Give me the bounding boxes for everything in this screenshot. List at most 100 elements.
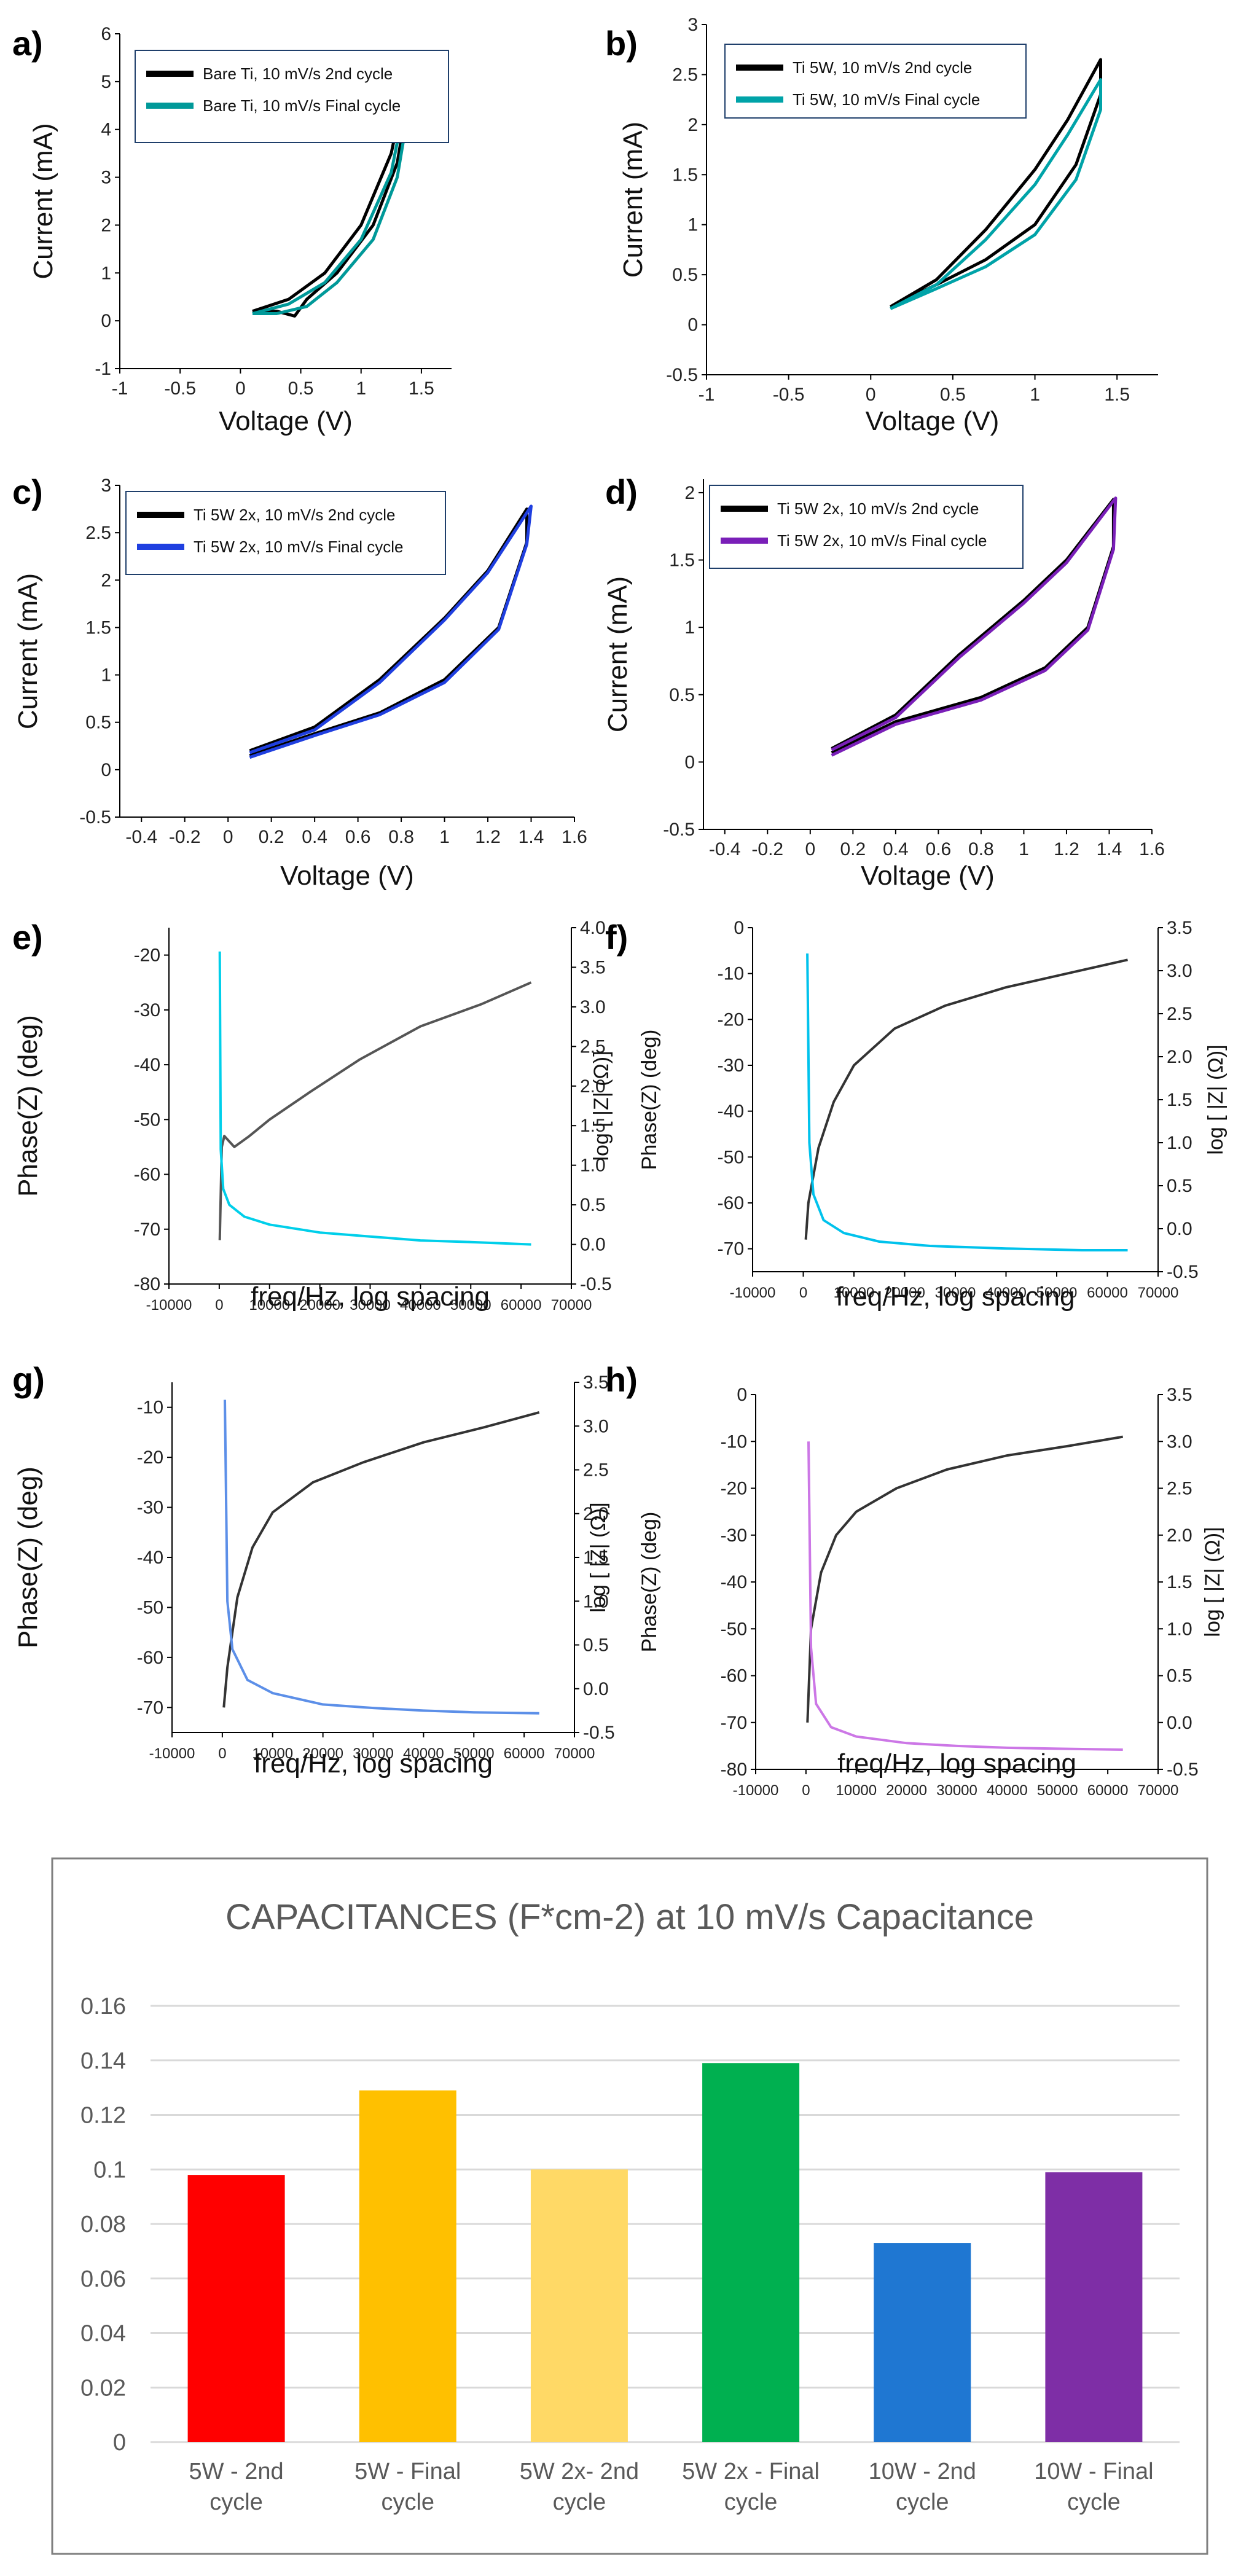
y-tick-label: -1 <box>95 359 111 379</box>
y-tick-label: 0.16 <box>80 1994 126 2019</box>
y-tick-label: -70 <box>718 1239 744 1259</box>
y-tick-label: -0.5 <box>666 365 698 385</box>
y2-tick-label: 3.0 <box>1167 1431 1192 1452</box>
x-tick-label: 70000 <box>1138 1285 1179 1301</box>
x-category-label: 10W - Final <box>1034 2459 1153 2484</box>
chart-5: f) -70 -60 -50 -40 -30 -20 -10 0 -10000 0 10000 2000… <box>605 918 1227 1312</box>
y-tick-label: -0.5 <box>663 820 695 840</box>
y-tick-label: -40 <box>718 1102 744 1122</box>
y-tick-label: 0.02 <box>80 2375 126 2401</box>
x-category-label: 5W 2x - Final <box>682 2459 820 2484</box>
capacitance-bar-chart: CAPACITANCES (F*cm-2) at 10 mV/s Capacit… <box>51 1857 1208 2555</box>
x-tick-label: 40000 <box>985 1285 1027 1301</box>
y-tick-label: 0.5 <box>669 685 695 705</box>
y-tick-label: -10 <box>718 964 744 984</box>
x-tick-label: 1.4 <box>519 827 544 847</box>
x-axis-title: Voltage (V) <box>219 406 353 436</box>
x-tick-label: 1.6 <box>562 827 587 847</box>
y2-tick-label: 0.0 <box>580 1235 606 1255</box>
x-tick-label: 60000 <box>501 1297 542 1313</box>
bar <box>359 2090 456 2442</box>
y2-tick-label: 1.0 <box>1167 1619 1192 1639</box>
bar <box>187 2175 285 2442</box>
y2-tick-label: 3.0 <box>580 997 606 1017</box>
series-line-1 <box>224 1400 539 1715</box>
panel-label: f) <box>605 918 628 957</box>
y-tick-label: 0.5 <box>85 713 111 733</box>
x-tick-label: 40000 <box>987 1782 1028 1799</box>
x-category-label: 5W 2x- 2nd <box>520 2459 639 2484</box>
chart-7: h) -80 -70 -60 -50 -40 -30 -20 -10 0 -10000 0 10000 2… <box>605 1360 1224 1799</box>
x-tick-label: 30000 <box>935 1285 976 1301</box>
y2-tick-label: 2.0 <box>580 1076 606 1097</box>
x-tick-label: 50000 <box>450 1297 491 1313</box>
y-tick-label: 2.5 <box>85 523 111 543</box>
y-tick-label: 1 <box>101 665 111 686</box>
x-axis-title: freq/Hz, log spacing <box>836 1282 1075 1312</box>
y-tick-label: -10 <box>721 1431 747 1452</box>
x-tick-label: 0.8 <box>388 827 414 847</box>
x-tick-label: 0 <box>235 378 246 399</box>
series-line-0 <box>249 507 528 758</box>
panel-label: h) <box>605 1360 638 1399</box>
y2-tick-label: 3.5 <box>583 1372 609 1393</box>
x-axis-title: freq/Hz, log spacing <box>251 1282 490 1312</box>
y-tick-label: 6 <box>101 24 111 44</box>
y-tick-label: 2 <box>684 483 695 503</box>
bar <box>1045 2172 1143 2442</box>
y2-tick-label: -0.5 <box>1167 1262 1199 1282</box>
x-tick-label: 50000 <box>453 1745 495 1762</box>
x-axis-title: Voltage (V) <box>861 861 995 891</box>
series-line-1 <box>218 951 531 1246</box>
y-tick-label: 2.5 <box>672 65 698 85</box>
y2-tick-label: 2.5 <box>583 1460 609 1481</box>
y-tick-label: 1.5 <box>672 165 698 185</box>
y-tick-label: 0.12 <box>80 2103 126 2129</box>
y-tick-label: 0.14 <box>80 2048 126 2074</box>
legend-entry: Ti 5W 2x, 10 mV/s Final cycle <box>777 531 987 550</box>
x-tick-label: -1 <box>112 378 128 399</box>
y2-tick-label: 3.0 <box>583 1416 609 1436</box>
x-tick-label: -0.4 <box>125 827 157 847</box>
x-tick-label: 30000 <box>353 1745 394 1762</box>
series-line-1 <box>249 504 533 759</box>
y2-tick-label: 1.0 <box>580 1156 606 1176</box>
x-tick-label: 50000 <box>1036 1285 1078 1301</box>
legend-box <box>724 44 1027 119</box>
y-tick-label: 2 <box>101 215 111 235</box>
x-tick-label: 1 <box>356 378 366 399</box>
panel-label: a) <box>12 24 43 63</box>
y-tick-label: -20 <box>134 945 160 966</box>
y2-tick-label: 1.5 <box>1167 1090 1192 1110</box>
panel-label: e) <box>12 918 43 957</box>
x-tick-label: 1 <box>439 827 450 847</box>
y2-tick-label: 0.0 <box>1167 1219 1192 1239</box>
y2-tick-label: 0.0 <box>1167 1713 1192 1733</box>
y-tick-label: 0 <box>687 315 698 335</box>
panel-label: b) <box>605 24 638 63</box>
y-tick-label: -60 <box>721 1666 747 1686</box>
x-tick-label: 60000 <box>1087 1782 1129 1799</box>
x-tick-label: 60000 <box>504 1745 545 1762</box>
series-line-0 <box>804 958 1128 1240</box>
y2-tick-label: 1.5 <box>583 1548 609 1568</box>
y2-axis-title: log [ |Z| (Ω)] <box>587 1502 610 1612</box>
x-tick-label: 0 <box>799 1285 807 1301</box>
x-tick-label: 60000 <box>1087 1285 1128 1301</box>
y-axis-title: Phase(Z) (deg) <box>638 1512 661 1653</box>
panel-label: c) <box>12 472 43 511</box>
x-tick-label: 0.2 <box>840 839 866 859</box>
y-tick-label: -70 <box>137 1697 163 1718</box>
legend-box <box>125 491 446 575</box>
x-tick-label: -10000 <box>149 1745 195 1762</box>
x-tick-label: 1.5 <box>409 378 434 399</box>
legend-entry: Ti 5W 2x, 10 mV/s 2nd cycle <box>777 499 979 518</box>
legend-entry: Ti 5W 2x, 10 mV/s Final cycle <box>194 538 403 556</box>
series-line-1 <box>831 496 1118 757</box>
x-tick-label: 1.2 <box>475 827 501 847</box>
y-axis-title: Current (mA) <box>13 573 43 729</box>
y-tick-label: 0 <box>101 311 111 331</box>
x-axis-title: freq/Hz, log spacing <box>254 1748 493 1779</box>
y-tick-label: 0 <box>734 918 744 938</box>
y2-tick-label: 3.5 <box>1167 918 1192 938</box>
